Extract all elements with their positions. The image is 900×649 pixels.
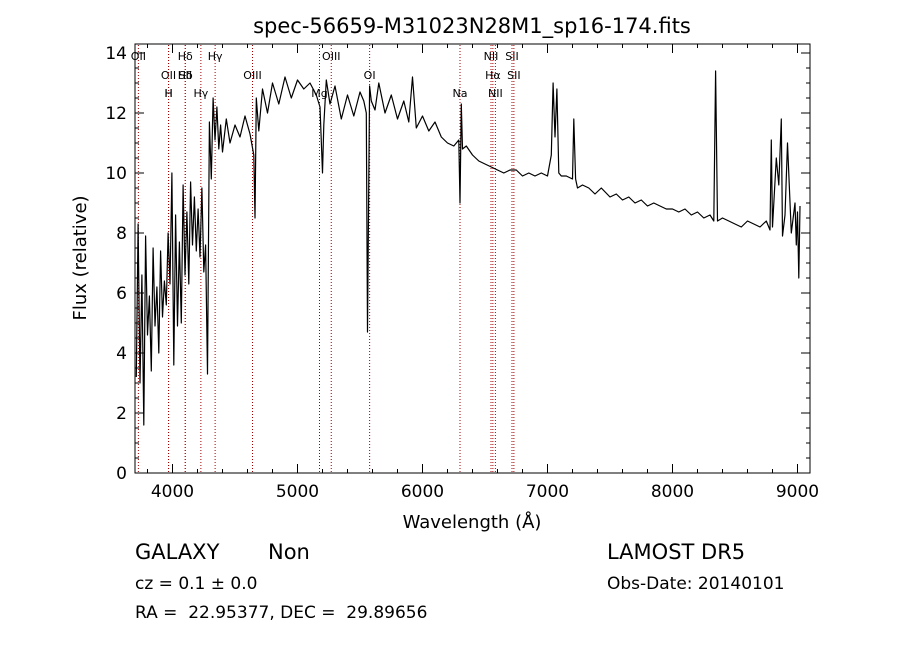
line-marker-label: Mg [311,87,327,100]
line-marker-label: Hδ [178,50,193,63]
line-marker-label: OIII [322,50,340,63]
line-marker-label: OI [364,69,376,82]
x-axis: 4000 5000 6000 7000 8000 9000 [147,44,819,502]
x-axis-label: Wavelength (Å) [403,511,542,533]
spectrum-line [135,70,801,426]
y-tick-label: 10 [105,164,127,184]
redshift-cz: cz = 0.1 ± 0.0 [135,574,258,594]
line-marker-label: SII [505,50,518,63]
x-tick-label: 9000 [776,482,819,502]
line-marker-label: Na [453,87,468,100]
x-tick-label: 7000 [526,482,569,502]
plot-frame [134,43,811,474]
line-marker-label: Hα [485,69,501,82]
x-tick-label: 4000 [151,482,194,502]
y-tick-label: 8 [116,224,127,244]
survey-name: LAMOST DR5 [607,540,746,564]
line-marker-label: Hδ [178,69,193,82]
line-marker-label: SII [507,69,520,82]
y-tick-label: 4 [116,344,127,364]
y-axis-label: Flux (relative) [70,195,91,320]
y-tick-label: 12 [105,104,127,124]
object-subclass: Non [268,540,310,564]
y-tick-label: 2 [116,404,127,424]
line-marker-label: NII [488,87,503,100]
line-marker-label: Hγ [208,50,223,63]
line-marker-label: H [164,87,172,100]
line-marker-label: NII [484,50,499,63]
x-tick-label: 6000 [401,482,444,502]
line-marker-label: Hγ [193,87,208,100]
observation-date: Obs-Date: 20140101 [607,574,785,594]
line-marker-label: OIII [243,69,261,82]
y-tick-label: 14 [105,44,127,64]
x-tick-label: 8000 [651,482,694,502]
y-tick-label: 6 [116,284,127,304]
x-tick-label: 5000 [276,482,319,502]
line-marker-label: OII [131,50,146,63]
chart-title: spec-56659-M31023N28M1_sp16-174.fits [253,14,691,39]
y-tick-label: 0 [116,464,127,484]
y-axis: 0 2 4 6 8 10 12 14 [105,44,810,484]
object-class: GALAXY [135,540,220,564]
spectrum-series [135,70,801,426]
coordinates: RA = 22.95377, DEC = 29.89656 [135,603,428,623]
